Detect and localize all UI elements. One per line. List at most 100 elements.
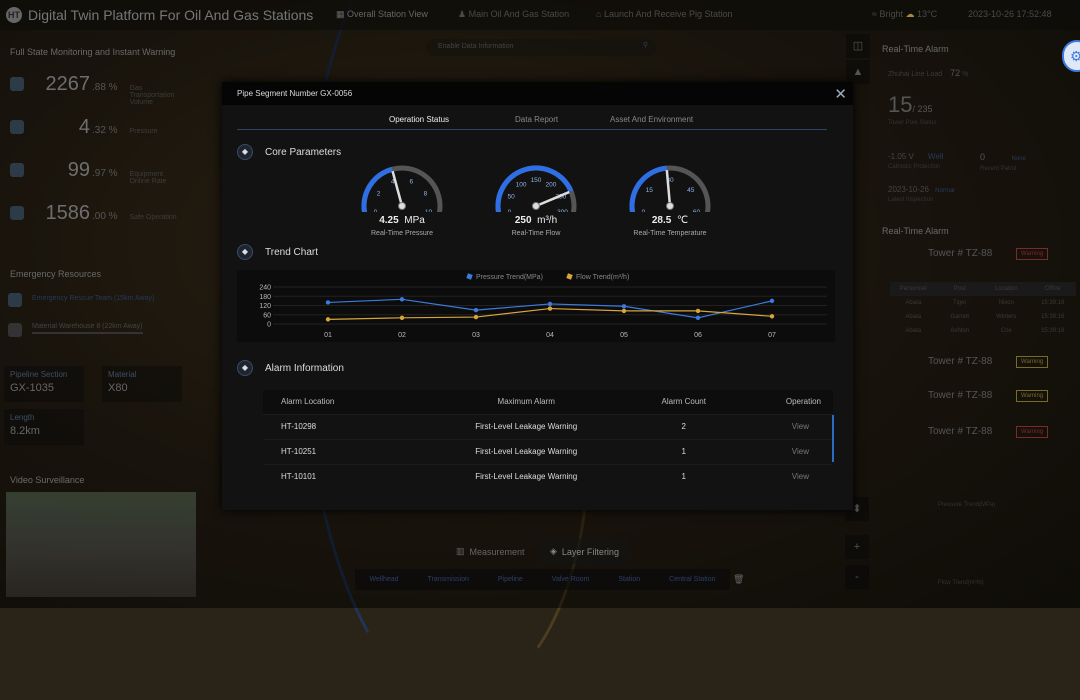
gauge-unit: ℃ — [676, 215, 689, 226]
gauge-label: Real-Time Flow — [511, 230, 561, 237]
status-badge: Warning — [1016, 248, 1049, 260]
measurement-button[interactable]: ▥ Measurement — [456, 546, 525, 557]
stat-icon — [10, 206, 24, 220]
tab-operation-status[interactable]: Operation Status — [389, 115, 450, 124]
layer-tab[interactable]: Valve Room — [551, 576, 590, 583]
column-header: Maximum Alarm — [416, 390, 636, 414]
y-tick-label: 120 — [259, 303, 271, 310]
warehouse-icon — [8, 323, 22, 337]
gauge: 0 2 4 6 8 10 4.25 MPa Real-Time Pressure — [337, 160, 467, 237]
gauge-tick: 2 — [377, 191, 381, 198]
layer-filter-button[interactable]: ◈ Layer Filtering — [540, 539, 629, 564]
column-header: Alarm Count — [635, 390, 732, 414]
zoom-out-button[interactable]: - — [845, 565, 869, 589]
column-header: Operation — [731, 390, 833, 414]
section-title: Emergency Resources — [10, 269, 102, 279]
nav-overall-station[interactable]: ▦ Overall Station View — [336, 9, 428, 19]
data-point — [325, 300, 331, 305]
top-bar: HT Digital Twin Platform For Oil And Gas… — [0, 0, 1080, 30]
wind-icon: ≈ — [872, 9, 880, 19]
pipe-segment-modal: Pipe Segment Number GX-0056 ✕ Operation … — [222, 82, 853, 510]
cell: Post — [953, 286, 966, 292]
data-point — [695, 308, 701, 314]
gauge-tick: 8 — [424, 191, 428, 198]
cell: 15:39:16 — [1041, 300, 1065, 306]
modal-title: Pipe Segment Number GX-0056 — [237, 89, 353, 98]
x-tick-label: 02 — [398, 332, 406, 339]
zoom-in-button[interactable]: + — [845, 535, 869, 559]
view-link[interactable]: View — [731, 413, 833, 439]
gauge-tick: 15 — [646, 187, 654, 194]
gauge-arc — [495, 165, 574, 214]
cell: Abata — [905, 314, 922, 320]
user-icon: ♟ — [458, 9, 469, 19]
gauge-value: 250 — [514, 215, 532, 226]
scrollbar[interactable] — [832, 415, 834, 462]
layer-tab[interactable]: Central Station — [669, 576, 716, 583]
nav-pig-station[interactable]: ⌂ Launch And Receive Pig Station — [596, 9, 733, 19]
layer-tab[interactable]: Wellhead — [369, 576, 399, 583]
column-header: Alarm Location — [263, 390, 417, 414]
status-badge: Warning — [1016, 356, 1049, 368]
view-link[interactable]: View — [731, 438, 833, 464]
layer-tab[interactable]: Transmission — [427, 576, 469, 583]
settings-button[interactable]: ⚙ — [1062, 40, 1080, 72]
gauge-tick: 6 — [409, 179, 413, 186]
status-badge: Warning — [1016, 426, 1049, 438]
alarm-info-title: ◆ Alarm Information — [237, 360, 344, 376]
cell: Abata — [905, 328, 922, 334]
logo: HT — [6, 7, 22, 23]
gear-icon: ⚙ — [1070, 48, 1080, 64]
trash-icon[interactable]: 🗑 — [733, 574, 745, 584]
stat-icon — [10, 120, 24, 134]
3d-view-button[interactable]: ◫ — [846, 34, 870, 58]
data-point — [325, 317, 331, 322]
tab-data-report[interactable]: Data Report — [515, 115, 559, 124]
search-input[interactable]: Enable Data Information ⚲ — [426, 39, 656, 56]
data-point — [769, 298, 775, 304]
app-title: Digital Twin Platform For Oil And Gas St… — [28, 7, 314, 23]
weather: ≈ Bright ☁ 13°C — [872, 9, 938, 19]
stat-item: 2267.88 % Gas Transportation Volume — [45, 73, 175, 106]
y-tick-label: 180 — [259, 294, 271, 301]
gauge-needle — [391, 170, 404, 207]
cell: Personnel — [899, 286, 927, 292]
video-feed[interactable] — [6, 492, 196, 597]
view-link[interactable]: View — [731, 463, 833, 489]
cell: 15:39:16 — [1041, 328, 1065, 334]
y-tick-label: 60 — [263, 312, 271, 319]
x-tick-label: 01 — [324, 332, 332, 339]
layer-bar: Wellhead Transmission Pipeline Valve Room St… — [355, 569, 730, 590]
tower-alarm[interactable]: Tower # TZ-88 — [928, 426, 993, 437]
gauge-value: 4.25 — [379, 215, 399, 226]
tab-asset-environment[interactable]: Asset And Environment — [610, 115, 694, 124]
section-title: Video Surveillance — [10, 475, 85, 485]
tower-alarm[interactable]: Tower # TZ-88 — [928, 390, 993, 401]
data-point — [547, 306, 553, 311]
gauge-tick: 0 — [508, 209, 512, 212]
gauge: 0 15 30 45 60 28.5 ℃ Real-Time Temperature — [605, 160, 735, 237]
resource-item[interactable]: Material Warehouse 8 (22km Away) — [32, 323, 143, 334]
nav-main-station[interactable]: ♟ Main Oil And Gas Station — [458, 9, 570, 19]
personnel-table: Personnel Post Location Office Abata Tiger Nix… — [890, 282, 1076, 338]
layer-tab[interactable]: Station — [618, 576, 641, 583]
table-cell: 1 — [635, 463, 732, 489]
cell: 15:39:16 — [1041, 314, 1065, 320]
resource-item[interactable]: Emergency Rescue Team (15km Away) — [32, 295, 155, 302]
cell: Nixon — [998, 300, 1014, 306]
gauge-hub — [666, 202, 674, 210]
status-badge: Warning — [1016, 390, 1049, 402]
gauge-tick: 50 — [507, 194, 515, 201]
table-row: HT-10251 First-Level Leakage Warning 1 View — [263, 438, 833, 464]
stat-icon — [10, 77, 24, 91]
gauge-tick: 250 — [555, 194, 566, 201]
table-cell: HT-10251 — [263, 438, 417, 464]
close-icon[interactable]: ✕ — [834, 86, 847, 103]
map-icon: ▦ — [336, 9, 348, 19]
tower-alarm[interactable]: Tower # TZ-88 — [928, 356, 993, 367]
core-parameters-title: ◆ Core Parameters — [237, 144, 341, 160]
layer-tab[interactable]: Pipeline — [497, 576, 523, 583]
layer-button[interactable]: ▲ — [846, 60, 870, 84]
tower-alarm[interactable]: Tower # TZ-88 — [928, 248, 993, 259]
